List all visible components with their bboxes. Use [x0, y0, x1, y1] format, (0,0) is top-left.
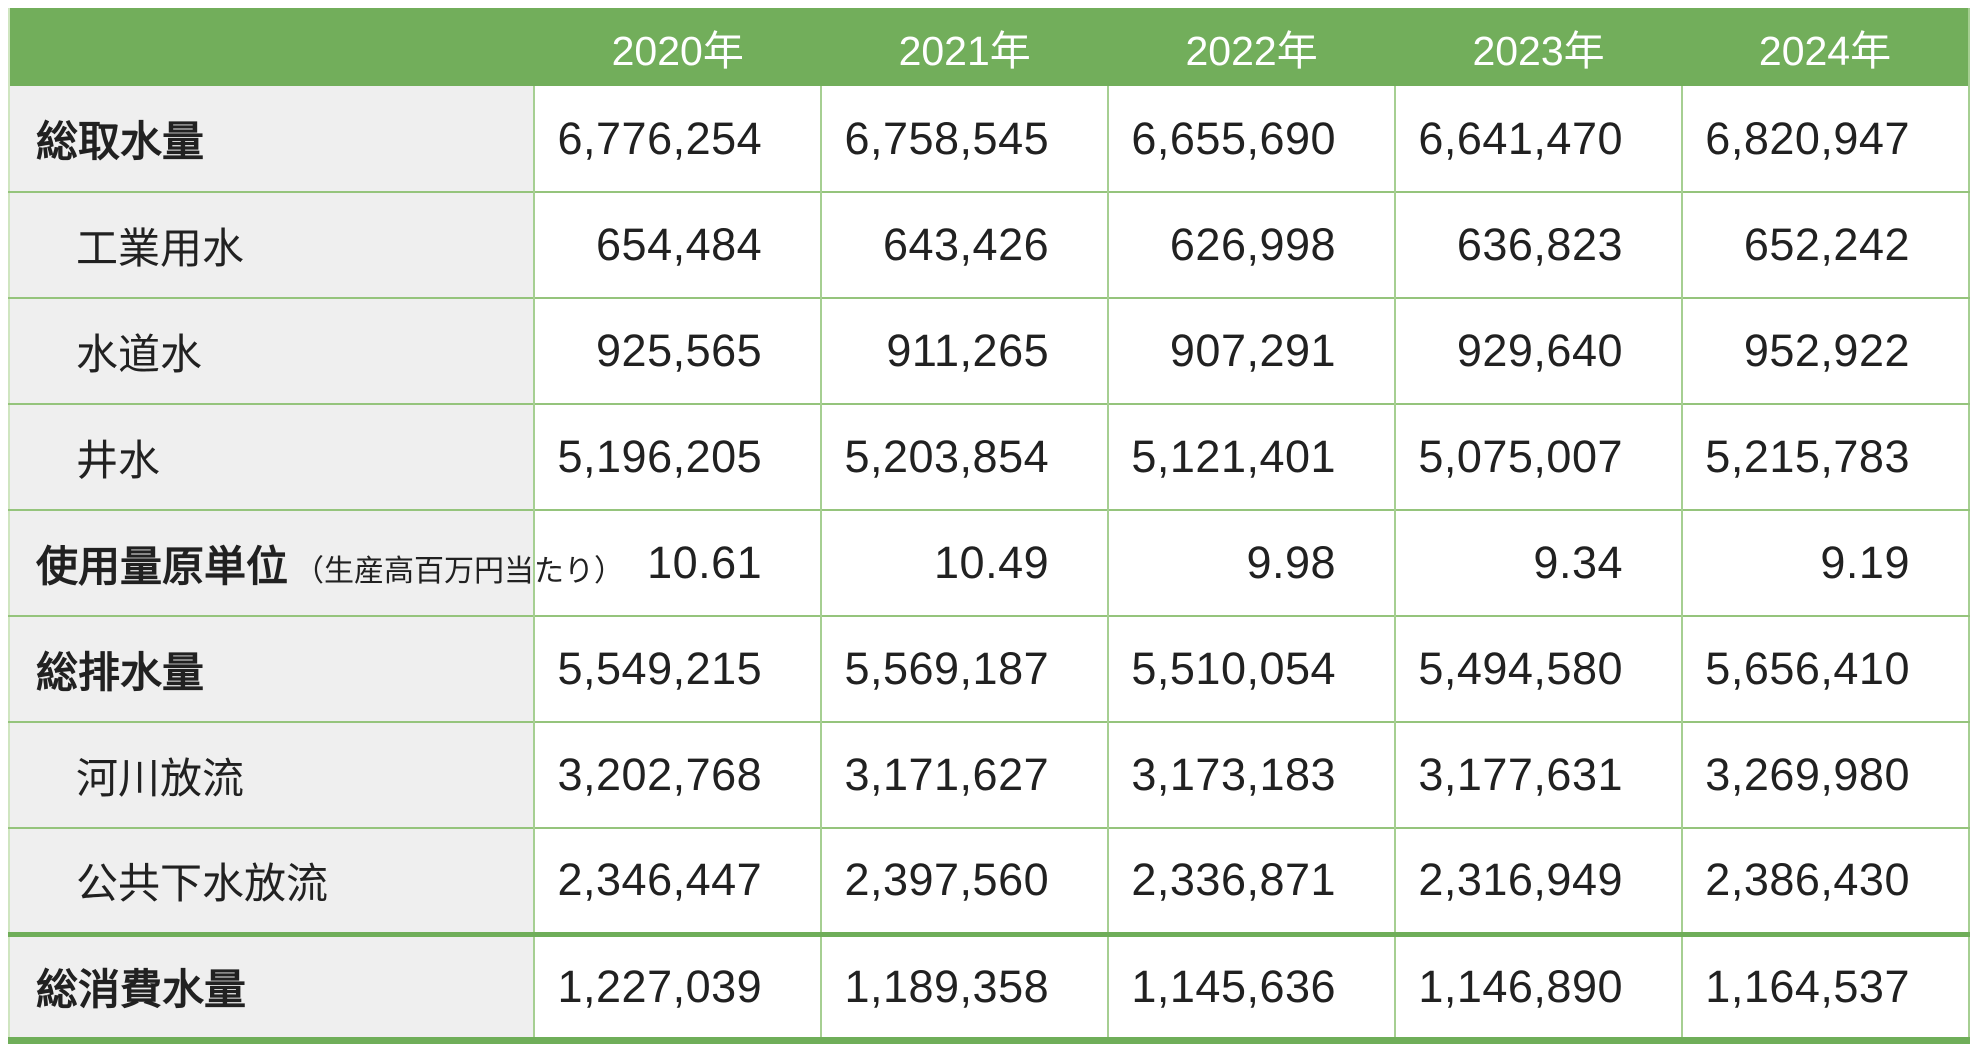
row-label: 公共下水放流 — [9, 827, 535, 934]
row-label-note: （生産高百万円当たり） — [294, 554, 625, 588]
header-row: 2020年 2021年 2022年 2023年 2024年 — [9, 8, 1969, 86]
data-cell: 925,565 — [533, 297, 822, 404]
data-cell: 652,242 — [1681, 191, 1969, 298]
data-cell: 636,823 — [1394, 191, 1683, 298]
data-cell: 2,346,447 — [533, 827, 822, 934]
data-cell: 10.49 — [820, 509, 1109, 616]
data-cell: 5,656,410 — [1681, 615, 1969, 722]
data-cell: 2,397,560 — [820, 827, 1109, 934]
row-label: 工業用水 — [9, 191, 535, 298]
data-cell: 907,291 — [1107, 297, 1396, 404]
table-row: 総取水量 6,776,254 6,758,545 6,655,690 6,641… — [9, 86, 1969, 192]
data-cell: 9.98 — [1107, 509, 1396, 616]
table-row: 公共下水放流 2,346,447 2,397,560 2,336,871 2,3… — [9, 827, 1969, 934]
row-label: 総排水量 — [9, 615, 535, 722]
row-label-text: 使用量原単位 — [36, 542, 289, 590]
row-label: 総消費水量 — [9, 931, 535, 1040]
table-row: 河川放流 3,202,768 3,171,627 3,173,183 3,177… — [9, 721, 1969, 828]
data-cell: 1,227,039 — [533, 931, 822, 1040]
data-cell: 929,640 — [1394, 297, 1683, 404]
year-header: 2022年 — [1108, 8, 1396, 86]
data-cell: 5,569,187 — [820, 615, 1109, 722]
data-cell: 952,922 — [1681, 297, 1969, 404]
data-cell: 2,386,430 — [1681, 827, 1969, 934]
table-row: 井水 5,196,205 5,203,854 5,121,401 5,075,0… — [9, 403, 1969, 510]
data-cell: 2,316,949 — [1394, 827, 1683, 934]
data-cell: 643,426 — [820, 191, 1109, 298]
data-cell: 3,173,183 — [1107, 721, 1396, 828]
data-cell: 6,820,947 — [1681, 86, 1969, 192]
data-cell: 2,336,871 — [1107, 827, 1396, 934]
table-row: 使用量原単位 （生産高百万円当たり） 10.61 10.49 9.98 9.34 … — [9, 509, 1969, 616]
table-row: 工業用水 654,484 643,426 626,998 636,823 652… — [9, 191, 1969, 298]
data-cell: 3,202,768 — [533, 721, 822, 828]
table-row: 総排水量 5,549,215 5,569,187 5,510,054 5,494… — [9, 615, 1969, 722]
data-cell: 3,269,980 — [1681, 721, 1969, 828]
year-header: 2021年 — [821, 8, 1109, 86]
data-cell: 5,075,007 — [1394, 403, 1683, 510]
data-cell: 6,758,545 — [820, 86, 1109, 192]
data-cell: 9.34 — [1394, 509, 1683, 616]
water-usage-table: 2020年 2021年 2022年 2023年 2024年 総取水量 6,776… — [8, 8, 1970, 1044]
data-cell: 5,510,054 — [1107, 615, 1396, 722]
row-label: 水道水 — [9, 297, 535, 404]
data-cell: 654,484 — [533, 191, 822, 298]
row-label: 河川放流 — [9, 721, 535, 828]
data-cell: 5,215,783 — [1681, 403, 1969, 510]
data-cell: 1,145,636 — [1107, 931, 1396, 1040]
data-cell: 5,549,215 — [533, 615, 822, 722]
data-cell: 5,196,205 — [533, 403, 822, 510]
row-label: 井水 — [9, 403, 535, 510]
row-label: 使用量原単位 （生産高百万円当たり） — [9, 509, 624, 616]
data-cell: 5,203,854 — [820, 403, 1109, 510]
year-header: 2023年 — [1395, 8, 1683, 86]
data-cell: 5,494,580 — [1394, 615, 1683, 722]
data-cell: 10.61 — [533, 509, 822, 616]
data-cell: 1,164,537 — [1681, 931, 1969, 1040]
data-cell: 9.19 — [1681, 509, 1969, 616]
data-cell: 911,265 — [820, 297, 1109, 404]
data-cell: 6,641,470 — [1394, 86, 1683, 192]
year-header: 2024年 — [1682, 8, 1969, 86]
corner-header-cell — [9, 8, 535, 86]
row-label: 総取水量 — [9, 86, 535, 192]
data-cell: 626,998 — [1107, 191, 1396, 298]
table-row: 水道水 925,565 911,265 907,291 929,640 952,… — [9, 297, 1969, 404]
data-cell: 3,177,631 — [1394, 721, 1683, 828]
data-cell: 5,121,401 — [1107, 403, 1396, 510]
data-cell: 6,655,690 — [1107, 86, 1396, 192]
data-cell: 6,776,254 — [533, 86, 822, 192]
data-cell: 3,171,627 — [820, 721, 1109, 828]
data-cell: 1,146,890 — [1394, 931, 1683, 1040]
data-cell: 1,189,358 — [820, 931, 1109, 1040]
table-row: 総消費水量 1,227,039 1,189,358 1,145,636 1,14… — [9, 931, 1969, 1040]
year-header: 2020年 — [534, 8, 822, 86]
